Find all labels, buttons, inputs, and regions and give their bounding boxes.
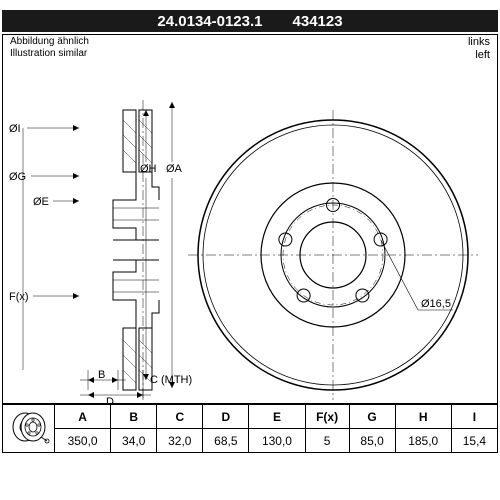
part-number: 24.0134-0123.1 <box>157 13 262 30</box>
brake-disc-spec-sheet: 24.0134-0123.1 434123 Abbildung ähnlich … <box>0 0 500 500</box>
val-c: 32,0 <box>157 429 203 453</box>
dim-h-label: ØH <box>140 163 157 175</box>
col-g: G <box>349 405 395 429</box>
spec-table: A B C D E F(x) G H I 350,0 34,0 32,0 68,… <box>2 404 498 453</box>
rotor-icon-cell <box>3 405 55 453</box>
col-a: A <box>55 405 111 429</box>
dimension-labels-left: ØI ØG ØE F(x) <box>9 90 99 410</box>
val-d: 68,5 <box>203 429 249 453</box>
disc-front-view: Ø16,5 <box>183 105 483 405</box>
dim-e-label: ØE <box>33 196 49 208</box>
col-h: H <box>395 405 451 429</box>
dim-c-label: C (MTH) <box>150 374 192 386</box>
val-g: 85,0 <box>349 429 395 453</box>
col-c: C <box>157 405 203 429</box>
val-e: 130,0 <box>249 429 305 453</box>
dim-b-label: B <box>98 370 105 381</box>
bolt-hole-dim: Ø16,5 <box>421 298 451 310</box>
col-e: E <box>249 405 305 429</box>
header-bar: 24.0134-0123.1 434123 <box>2 10 498 32</box>
dim-i-label: ØI <box>9 123 21 135</box>
val-i: 15,4 <box>451 429 497 453</box>
dim-a-label: ØA <box>166 163 183 175</box>
table-header-row: A B C D E F(x) G H I <box>3 405 498 429</box>
col-i: I <box>451 405 497 429</box>
dimension-labels-mid: ØH ØA <box>138 90 198 410</box>
val-a: 350,0 <box>55 429 111 453</box>
rotor-icon <box>7 409 51 445</box>
val-f: 5 <box>305 429 349 453</box>
val-h: 185,0 <box>395 429 451 453</box>
col-d: D <box>203 405 249 429</box>
col-b: B <box>111 405 157 429</box>
ref-number: 434123 <box>293 13 343 30</box>
spec-table-area: A B C D E F(x) G H I 350,0 34,0 32,0 68,… <box>2 404 498 453</box>
val-b: 34,0 <box>111 429 157 453</box>
dim-g-label: ØG <box>9 171 26 183</box>
col-f: F(x) <box>305 405 349 429</box>
technical-drawing: Ø16,5 <box>2 34 498 404</box>
dim-f-label: F(x) <box>9 291 29 303</box>
table-value-row: 350,0 34,0 32,0 68,5 130,0 5 85,0 185,0 … <box>3 429 498 453</box>
